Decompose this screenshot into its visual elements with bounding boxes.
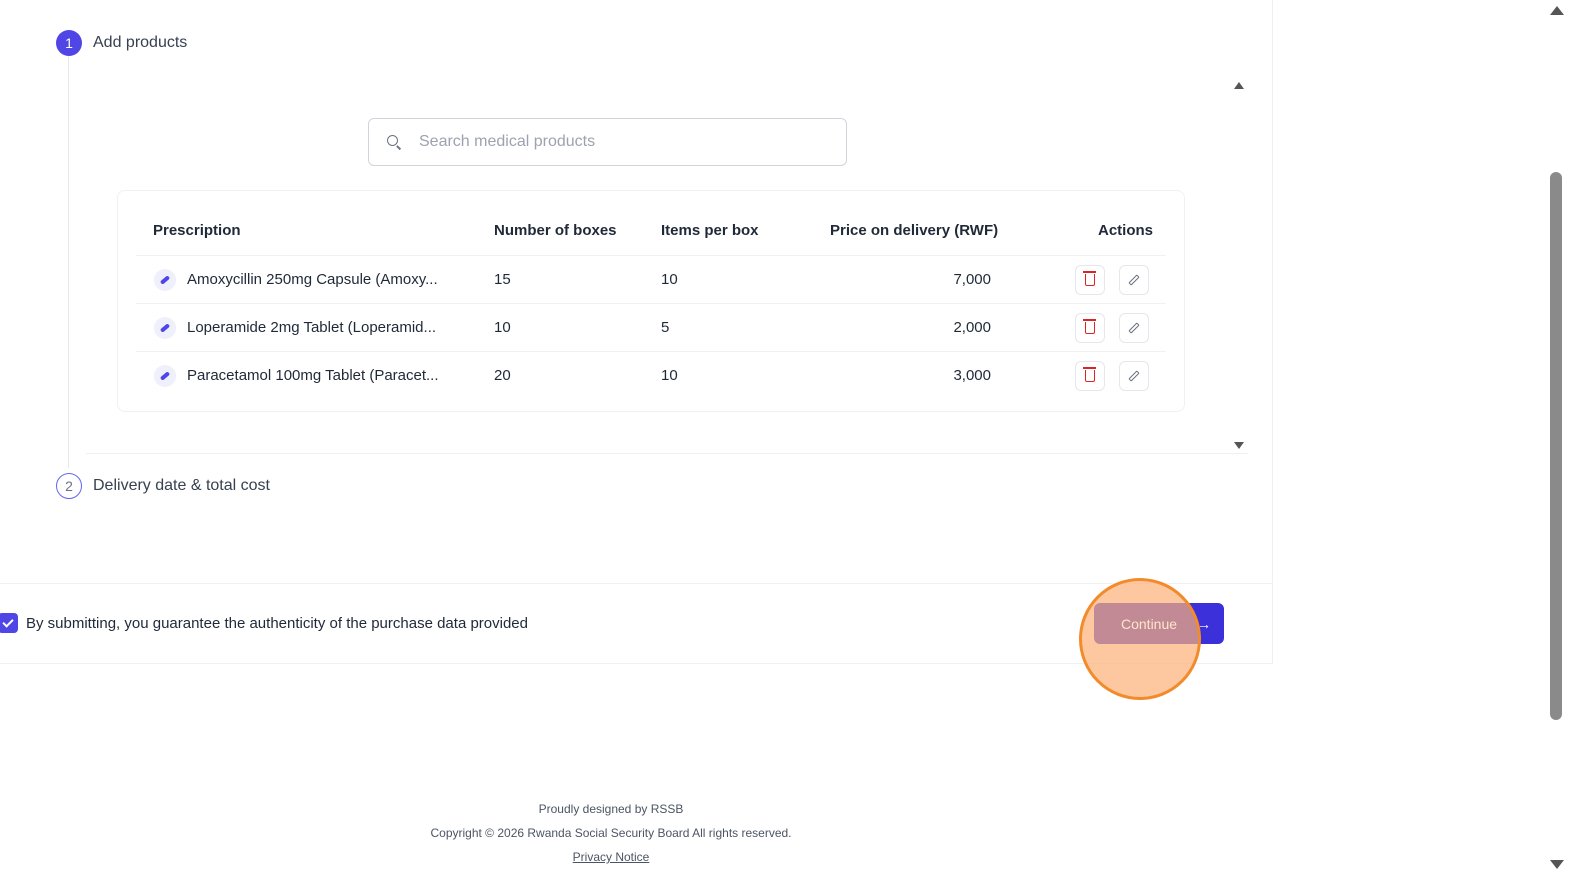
privacy-notice-link: Privacy Notice (0, 850, 1222, 864)
inner-scroll-up-icon[interactable] (1234, 82, 1244, 89)
row-price: 2,000 (953, 319, 991, 336)
pill-icon (154, 269, 176, 291)
arrow-right-icon: → (1197, 615, 1212, 632)
column-header-actions: Actions (1098, 222, 1154, 239)
pill-icon (154, 365, 176, 387)
privacy-notice-link-text[interactable]: Privacy Notice (572, 850, 650, 864)
pencil-icon (1128, 370, 1140, 382)
footer-copyright: Copyright © 2026 Rwanda Social Security … (430, 826, 792, 840)
delete-button[interactable] (1075, 361, 1105, 391)
step-2-indicator: 2 (56, 473, 82, 499)
search-input[interactable] (419, 133, 819, 151)
edit-button[interactable] (1119, 313, 1149, 343)
form-card (0, 0, 1273, 664)
trash-icon (1083, 319, 1096, 334)
scroll-down-icon[interactable] (1550, 860, 1564, 869)
trash-icon (1083, 271, 1096, 286)
table-row: Amoxycillin 250mg Capsule (Amoxy... 15 1… (136, 255, 1166, 303)
products-table (117, 190, 1185, 412)
row-boxes: 20 (494, 367, 511, 384)
delete-button[interactable] (1075, 313, 1105, 343)
delete-button[interactable] (1075, 265, 1105, 295)
pencil-icon (1128, 322, 1140, 334)
footer-designed-by: Proudly designed by RSSB (538, 802, 684, 816)
search-box[interactable] (368, 118, 847, 166)
column-header-items: Items per box (661, 222, 759, 239)
agreement-label[interactable]: By submitting, you guarantee the authent… (26, 615, 528, 632)
row-prescription: Loperamide 2mg Tablet (Loperamid... (187, 319, 437, 336)
step-1-indicator: 1 (56, 30, 82, 56)
row-prescription: Paracetamol 100mg Tablet (Paracet... (187, 367, 439, 384)
row-boxes: 15 (494, 271, 511, 288)
row-items: 5 (661, 319, 670, 336)
column-header-prescription: Prescription (153, 222, 241, 239)
row-items: 10 (661, 367, 678, 384)
row-boxes: 10 (494, 319, 511, 336)
trash-icon (1083, 367, 1096, 382)
row-price: 7,000 (953, 271, 991, 288)
stepper-line (68, 56, 69, 468)
column-header-boxes: Number of boxes (494, 222, 617, 239)
scroll-up-icon[interactable] (1550, 6, 1564, 15)
scrollbar-thumb[interactable] (1550, 172, 1562, 720)
edit-button[interactable] (1119, 265, 1149, 295)
table-row: Paracetamol 100mg Tablet (Paracet... 20 … (136, 351, 1166, 399)
step-2-label[interactable]: Delivery date & total cost (93, 477, 270, 494)
row-items: 10 (661, 271, 678, 288)
table-row: Loperamide 2mg Tablet (Loperamid... 10 5… (136, 303, 1166, 351)
products-scroll-area[interactable] (86, 78, 1248, 454)
row-prescription: Amoxycillin 250mg Capsule (Amoxy... (187, 271, 438, 288)
pencil-icon (1128, 274, 1140, 286)
edit-button[interactable] (1119, 361, 1149, 391)
column-header-price: Price on delivery (RWF) (830, 222, 999, 239)
submit-bar (0, 583, 1273, 665)
pill-icon (154, 317, 176, 339)
inner-scroll-down-icon[interactable] (1234, 442, 1244, 449)
step-1-label[interactable]: Add products (93, 34, 188, 51)
search-icon (385, 133, 403, 151)
continue-button[interactable]: Continue → (1094, 603, 1224, 644)
row-price: 3,000 (953, 367, 991, 384)
agreement-checkbox[interactable] (0, 613, 18, 633)
